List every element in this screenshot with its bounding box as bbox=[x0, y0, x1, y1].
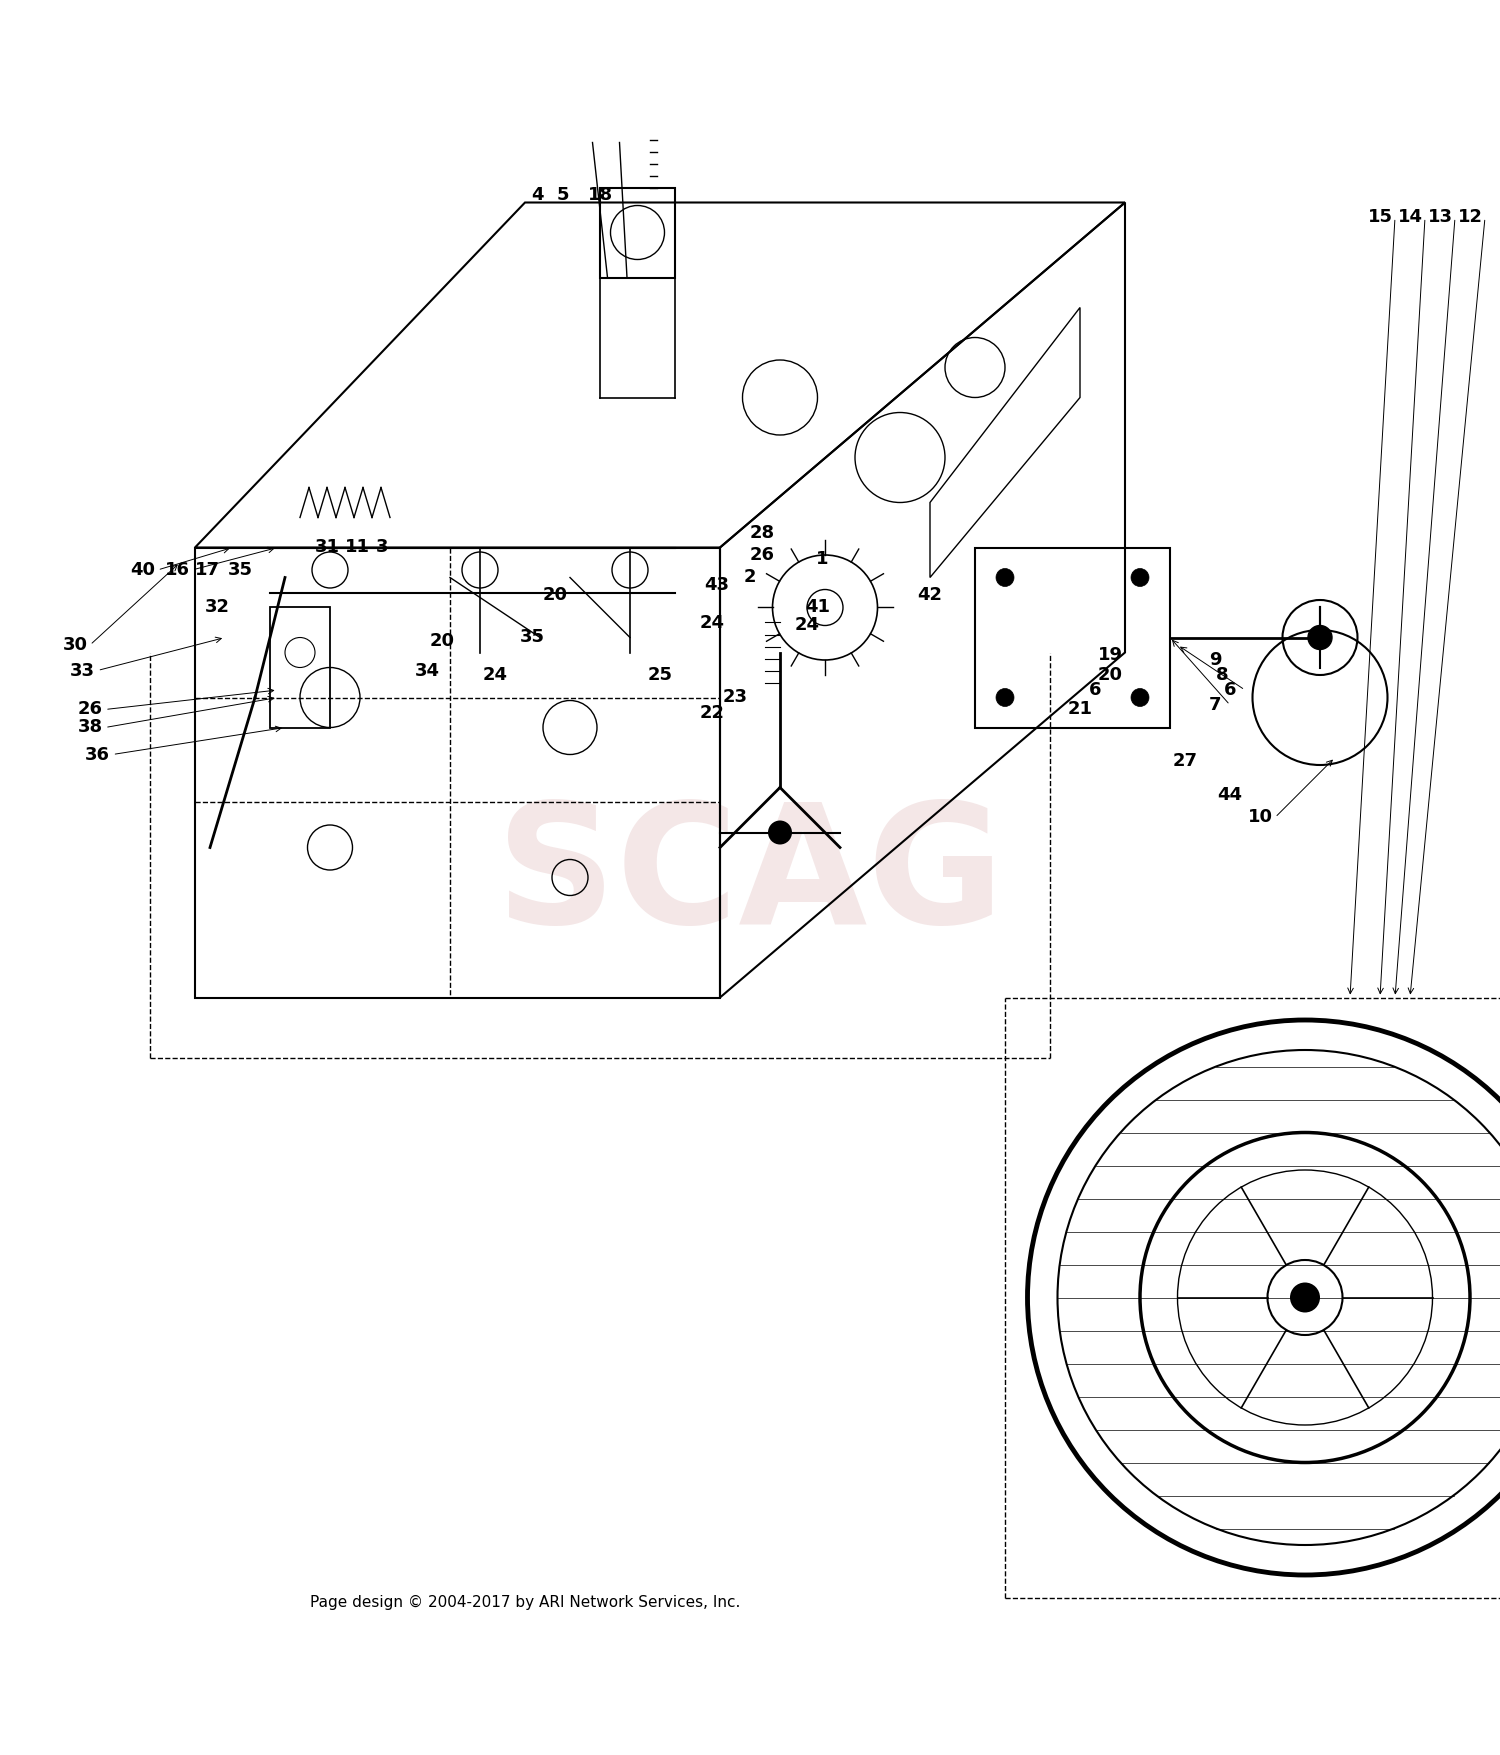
Text: 42: 42 bbox=[918, 586, 942, 604]
Text: 43: 43 bbox=[705, 576, 729, 593]
Text: 44: 44 bbox=[1218, 786, 1242, 804]
Text: Page design © 2004-2017 by ARI Network Services, Inc.: Page design © 2004-2017 by ARI Network S… bbox=[310, 1595, 740, 1609]
Text: 8: 8 bbox=[1216, 665, 1228, 684]
Text: 34: 34 bbox=[416, 662, 440, 679]
Text: 11: 11 bbox=[345, 539, 369, 556]
Text: 20: 20 bbox=[543, 586, 567, 604]
Text: 22: 22 bbox=[700, 704, 724, 721]
Text: 20: 20 bbox=[1098, 665, 1122, 684]
Text: 24: 24 bbox=[700, 614, 724, 632]
Text: 12: 12 bbox=[1458, 209, 1482, 226]
Text: 26: 26 bbox=[78, 700, 102, 718]
Text: 23: 23 bbox=[723, 688, 747, 707]
Text: 31: 31 bbox=[315, 539, 339, 556]
Text: 41: 41 bbox=[806, 598, 830, 616]
Text: 35: 35 bbox=[228, 562, 252, 579]
Text: 9: 9 bbox=[1209, 651, 1221, 669]
Text: 21: 21 bbox=[1068, 700, 1092, 718]
Text: 25: 25 bbox=[648, 665, 672, 684]
Text: 15: 15 bbox=[1368, 209, 1392, 226]
Text: 1: 1 bbox=[816, 551, 828, 569]
Text: 3: 3 bbox=[376, 539, 388, 556]
Text: 24: 24 bbox=[483, 665, 507, 684]
Text: 18: 18 bbox=[588, 186, 612, 204]
Circle shape bbox=[1290, 1283, 1320, 1313]
Text: 27: 27 bbox=[1173, 751, 1197, 769]
Text: 16: 16 bbox=[165, 562, 189, 579]
Text: 6: 6 bbox=[1224, 681, 1236, 698]
Text: 14: 14 bbox=[1398, 209, 1422, 226]
Text: 35: 35 bbox=[520, 628, 544, 646]
Text: 28: 28 bbox=[750, 523, 774, 542]
Text: 2: 2 bbox=[744, 569, 756, 586]
Text: 17: 17 bbox=[195, 562, 219, 579]
Circle shape bbox=[996, 688, 1014, 707]
Circle shape bbox=[768, 821, 792, 844]
Text: 7: 7 bbox=[1209, 697, 1221, 714]
Text: 33: 33 bbox=[70, 662, 94, 679]
Text: 20: 20 bbox=[430, 632, 454, 649]
Circle shape bbox=[996, 569, 1014, 586]
Text: 40: 40 bbox=[130, 562, 154, 579]
Text: 30: 30 bbox=[63, 635, 87, 655]
Circle shape bbox=[1131, 688, 1149, 707]
Circle shape bbox=[1131, 569, 1149, 586]
Text: 38: 38 bbox=[78, 718, 102, 737]
Text: 32: 32 bbox=[206, 598, 230, 616]
Text: 10: 10 bbox=[1248, 809, 1272, 827]
Circle shape bbox=[1308, 625, 1332, 649]
Text: 19: 19 bbox=[1098, 646, 1122, 665]
Text: 13: 13 bbox=[1428, 209, 1452, 226]
Text: SCAG: SCAG bbox=[496, 797, 1004, 958]
Text: 24: 24 bbox=[795, 616, 819, 635]
Text: 4: 4 bbox=[531, 186, 543, 204]
Text: 5: 5 bbox=[556, 186, 568, 204]
Text: 26: 26 bbox=[750, 546, 774, 563]
Text: 6: 6 bbox=[1089, 681, 1101, 698]
Text: 36: 36 bbox=[86, 746, 109, 763]
